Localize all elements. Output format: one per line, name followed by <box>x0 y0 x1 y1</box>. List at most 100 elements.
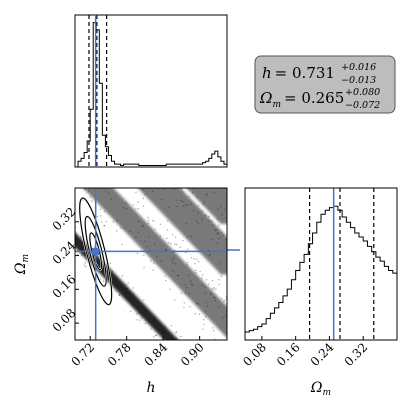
sample-point <box>105 45 106 46</box>
sample-point <box>72 140 73 141</box>
sample-point <box>111 162 112 163</box>
sample-point <box>204 123 205 124</box>
sample-point <box>232 164 233 165</box>
sample-point <box>179 127 180 128</box>
h-tick-label: 0.78 <box>105 340 134 369</box>
sample-point <box>79 163 80 164</box>
sample-point <box>193 143 194 144</box>
sample-point <box>138 75 139 76</box>
sample-point <box>154 243 156 245</box>
sample-point <box>119 4 120 5</box>
sample-point <box>143 266 145 269</box>
sample-point <box>218 238 220 240</box>
sample-point <box>228 353 229 354</box>
sample-point <box>168 132 169 133</box>
sample-point <box>79 83 80 84</box>
sample-point <box>194 89 195 90</box>
sample-point <box>159 235 161 237</box>
sample-point <box>139 312 141 314</box>
sample-point <box>132 204 134 206</box>
sample-point <box>185 171 186 172</box>
sample-point <box>80 183 81 184</box>
sample-point <box>185 52 186 53</box>
sample-point <box>154 334 157 337</box>
sample-point <box>134 138 135 139</box>
sample-point <box>83 39 84 40</box>
sample-point <box>150 22 151 23</box>
sample-point <box>209 174 210 175</box>
sample-point <box>168 206 170 208</box>
sample-point <box>115 84 116 85</box>
sample-point <box>205 301 207 303</box>
sample-point <box>192 209 195 212</box>
sample-point <box>81 105 82 106</box>
sample-point <box>182 240 184 242</box>
sample-point <box>127 10 128 11</box>
sample-point <box>232 109 233 110</box>
sample-point <box>85 104 86 105</box>
sample-point <box>204 145 205 146</box>
sample-point <box>80 111 81 112</box>
sample-point <box>165 99 166 100</box>
sample-point <box>180 199 182 202</box>
sample-point <box>184 132 185 133</box>
sample-point <box>149 81 150 82</box>
sample-point <box>172 270 174 272</box>
sample-point <box>201 277 203 279</box>
sample-point <box>119 73 120 74</box>
sample-point <box>137 312 140 314</box>
sample-point <box>208 215 210 218</box>
sample-point <box>175 243 178 245</box>
sample-point <box>127 182 128 183</box>
omega-marginal-frame <box>244 187 398 341</box>
sample-point <box>163 163 164 164</box>
sample-point <box>118 294 121 296</box>
posterior-band <box>83 188 227 338</box>
sample-point <box>223 388 224 389</box>
contour-line <box>89 232 103 271</box>
sample-point <box>116 135 117 136</box>
sample-point <box>85 148 86 149</box>
sample-point <box>182 191 184 193</box>
sample-point <box>225 315 227 318</box>
sample-point <box>153 59 154 60</box>
sample-point <box>186 264 188 266</box>
sample-point <box>214 296 216 299</box>
sample-point <box>108 68 109 69</box>
sample-point <box>198 177 199 178</box>
sample-point <box>101 148 102 149</box>
sample-point <box>217 208 219 210</box>
sample-point <box>135 25 136 26</box>
h-tick-label: 0.72 <box>69 340 98 369</box>
sample-point <box>90 65 91 66</box>
sample-point <box>137 144 138 145</box>
sample-point <box>105 220 107 223</box>
sample-point <box>152 269 154 271</box>
om-plus-error: +0.080 <box>345 87 380 98</box>
sample-point <box>235 97 236 98</box>
sample-point <box>84 252 86 254</box>
sample-point <box>196 258 198 261</box>
sample-point <box>125 295 127 298</box>
sample-point <box>158 23 159 24</box>
sample-point <box>183 181 184 182</box>
sample-point <box>160 160 161 161</box>
sample-point <box>129 86 130 87</box>
sample-point <box>202 67 203 68</box>
sample-point <box>188 293 190 295</box>
sample-point <box>218 403 219 404</box>
sample-point <box>110 45 111 46</box>
sample-point <box>150 45 151 46</box>
sample-point <box>193 160 194 161</box>
sample-point <box>72 138 73 139</box>
sample-point <box>190 203 192 205</box>
sample-point <box>204 292 206 294</box>
sample-point <box>210 293 212 296</box>
omega-tick-label: 0.08 <box>50 306 79 335</box>
sample-point <box>204 139 205 140</box>
sample-point <box>228 384 229 385</box>
sample-point <box>84 262 86 264</box>
sample-point <box>159 223 162 225</box>
sample-point <box>82 156 83 157</box>
sample-point <box>101 38 102 39</box>
